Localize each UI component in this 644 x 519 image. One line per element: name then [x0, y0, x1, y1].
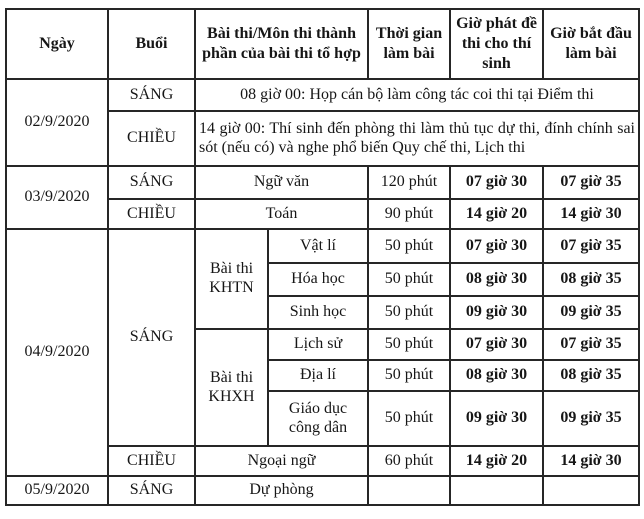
empty-handout-time-cell: [449, 475, 544, 506]
empty-start-time-cell: [542, 475, 640, 506]
exam-group-cell: Bài thi KHTN: [194, 228, 269, 330]
start-time-cell: 14 giờ 30: [542, 445, 640, 477]
handout-time-cell: 07 giờ 30: [449, 165, 544, 200]
handout-time-cell: 09 giờ 30: [449, 390, 544, 447]
duration-cell: 50 phút: [367, 228, 451, 264]
handout-time-cell: 08 giờ 30: [449, 359, 544, 392]
date-cell: 05/9/2020: [5, 475, 109, 506]
start-time-cell: 08 giờ 35: [542, 359, 640, 392]
start-time-cell: 08 giờ 35: [542, 262, 640, 297]
duration-cell: 50 phút: [367, 262, 451, 297]
subject-cell: Lịch sử: [267, 328, 369, 361]
subject-cell: Vật lí: [267, 228, 369, 264]
subject-cell: Địa lí: [267, 359, 369, 392]
session-cell: SÁNG: [107, 475, 196, 506]
exam-schedule-table: Ngày Buổi Bài thi/Môn thi thành phần của…: [5, 8, 640, 506]
date-cell: 02/9/2020: [5, 78, 109, 167]
handout-time-cell: 08 giờ 30: [449, 262, 544, 297]
header-row: Ngày Buổi Bài thi/Môn thi thành phần của…: [5, 8, 640, 80]
start-time-cell: 09 giờ 35: [542, 295, 640, 330]
start-time-cell: 09 giờ 35: [542, 390, 640, 447]
duration-cell: 60 phút: [367, 445, 451, 477]
session-cell: SÁNG: [107, 78, 196, 112]
duration-cell: 50 phút: [367, 328, 451, 361]
header-cell-exam: Bài thi/Môn thi thành phần của bài thi t…: [194, 8, 369, 80]
table-row: CHIỀU 14 giờ 00: Thí sinh đến phòng thi …: [6, 110, 640, 167]
table-row: CHIỀU Toán 90 phút 14 giờ 20 14 giờ 30: [6, 198, 640, 230]
session-cell: CHIỀU: [107, 198, 196, 230]
note-cell: 08 giờ 00: Họp cán bộ làm công tác coi t…: [194, 78, 640, 112]
duration-cell: 90 phút: [367, 198, 451, 230]
header-cell-session: Buổi: [107, 8, 196, 80]
subject-cell: Giáo dục công dân: [267, 390, 369, 447]
handout-time-cell: 09 giờ 30: [449, 295, 544, 330]
handout-time-cell: 14 giờ 20: [449, 198, 544, 230]
handout-time-cell: 07 giờ 30: [449, 328, 544, 361]
start-time-cell: 07 giờ 35: [542, 328, 640, 361]
subject-cell: Toán: [194, 198, 369, 230]
handout-time-cell: 07 giờ 30: [449, 228, 544, 264]
header-cell-handout-time: Giờ phát đề thi cho thí sinh: [449, 8, 544, 80]
table-row: 02/9/2020 SÁNG 08 giờ 00: Họp cán bộ làm…: [5, 78, 640, 167]
table-row: Địa lí 50 phút 08 giờ 30 08 giờ 35: [6, 359, 640, 392]
note-cell: 14 giờ 00: Thí sinh đến phòng thi làm th…: [194, 110, 640, 167]
subject-cell: Sinh học: [267, 295, 369, 330]
subject-cell: Dự phòng: [194, 475, 369, 506]
duration-cell: 50 phút: [367, 359, 451, 392]
session-cell: CHIỀU: [107, 110, 196, 167]
document-page: Ngày Buổi Bài thi/Môn thi thành phần của…: [5, 8, 640, 506]
handout-time-cell: 14 giờ 20: [449, 445, 544, 477]
date-cell: 04/9/2020: [5, 228, 109, 477]
header-cell-duration: Thời gian làm bài: [367, 8, 451, 80]
duration-cell: 50 phút: [367, 295, 451, 330]
subject-cell: Ngữ văn: [194, 165, 369, 200]
header-cell-start-time: Giờ bắt đầu làm bài: [542, 8, 640, 80]
exam-group-cell: Bài thi KHXH: [194, 328, 269, 447]
table-row: 05/9/2020 SÁNG Dự phòng: [5, 475, 640, 506]
session-cell: CHIỀU: [107, 445, 196, 477]
start-time-cell: 07 giờ 35: [542, 228, 640, 264]
table-row: 03/9/2020 SÁNG Ngữ văn 120 phút 07 giờ 3…: [5, 165, 640, 230]
subject-cell: Ngoại ngữ: [194, 445, 369, 477]
table-row: Hóa học 50 phút 08 giờ 30 08 giờ 35: [6, 262, 640, 297]
start-time-cell: 14 giờ 30: [542, 198, 640, 230]
duration-cell: 50 phút: [367, 390, 451, 447]
table-row: 04/9/2020 SÁNG Bài thi KHTN Vật lí 50 ph…: [5, 228, 640, 477]
duration-cell: 120 phút: [367, 165, 451, 200]
table-row: Sinh học 50 phút 09 giờ 30 09 giờ 35: [6, 295, 640, 330]
table-row: Bài thi KHXH Lịch sử 50 phút 07 giờ 30 0…: [6, 328, 640, 447]
empty-duration-cell: [367, 475, 451, 506]
table-row: Giáo dục công dân 50 phút 09 giờ 30 09 g…: [6, 390, 640, 447]
header-cell-date: Ngày: [5, 8, 109, 80]
subject-cell: Hóa học: [267, 262, 369, 297]
session-cell: SÁNG: [107, 228, 196, 447]
start-time-cell: 07 giờ 35: [542, 165, 640, 200]
table-row: CHIỀU Ngoại ngữ 60 phút 14 giờ 20 14 giờ…: [6, 445, 640, 477]
date-cell: 03/9/2020: [5, 165, 109, 230]
session-cell: SÁNG: [107, 165, 196, 200]
